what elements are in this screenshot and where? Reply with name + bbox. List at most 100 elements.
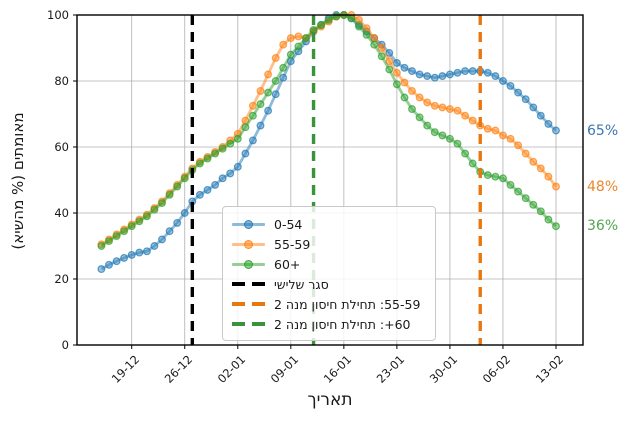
data-point: [536, 164, 545, 173]
data-point: [499, 77, 507, 85]
data-point: [120, 227, 129, 236]
data-point: [248, 101, 257, 110]
data-point: [317, 20, 326, 29]
data-point: [165, 227, 174, 236]
data-point: [514, 187, 523, 196]
data-point: [408, 105, 416, 114]
data-point: [483, 68, 492, 77]
y-tick-label: 80: [54, 74, 69, 88]
data-point: [461, 111, 470, 120]
data-point: [127, 222, 136, 231]
y-tick-label: 40: [54, 206, 69, 220]
legend-dashed-line-icon: [232, 279, 265, 289]
data-point: [158, 199, 166, 208]
data-point: [483, 124, 492, 133]
legend-label: סגר שלישי: [274, 276, 329, 292]
data-point: [468, 67, 477, 76]
data-point: [211, 149, 220, 158]
data-point: [135, 248, 144, 257]
legend-item-vline: 55-59: תחילת חיסון מנה 2: [232, 294, 426, 314]
data-point: [491, 72, 500, 81]
data-point: [483, 171, 492, 180]
data-point: [142, 247, 151, 256]
data-point: [461, 149, 470, 158]
data-point: [491, 126, 500, 135]
data-point: [400, 93, 409, 102]
data-point: [506, 81, 515, 90]
data-point: [142, 212, 151, 221]
data-point: [499, 174, 507, 183]
y-tick-label: 0: [61, 338, 69, 352]
legend-item-vline: 60+: תחילת חיסון מנה 2: [232, 314, 426, 334]
data-point: [279, 40, 288, 49]
data-point: [514, 141, 523, 150]
data-point: [529, 157, 538, 166]
data-point: [506, 134, 515, 143]
data-point: [226, 169, 235, 178]
data-point: [552, 222, 560, 231]
data-point: [415, 93, 424, 102]
data-point: [180, 209, 189, 217]
data-point: [536, 207, 545, 216]
data-point: [400, 63, 409, 72]
legend-marker-icon: [232, 239, 265, 249]
data-point: [294, 32, 303, 41]
data-point: [499, 131, 507, 140]
data-point: [173, 182, 182, 191]
data-point: [233, 162, 242, 171]
data-point: [218, 144, 227, 153]
data-point: [264, 88, 273, 97]
data-point: [203, 185, 212, 194]
data-point: [120, 253, 129, 262]
data-point: [271, 90, 280, 99]
data-point: [521, 95, 530, 104]
data-point: [544, 172, 553, 181]
data-point: [105, 260, 113, 269]
data-point: [514, 88, 523, 97]
data-point: [332, 12, 341, 21]
legend-dashed-line-icon: [232, 319, 265, 329]
data-point: [112, 257, 121, 266]
data-point: [271, 53, 280, 62]
data-point: [256, 86, 265, 95]
data-point: [423, 98, 432, 107]
data-point: [302, 34, 310, 43]
data-point: [112, 232, 121, 241]
data-point: [279, 73, 288, 82]
data-point: [286, 34, 295, 43]
data-point: [430, 101, 439, 110]
data-point: [158, 235, 166, 244]
data-point: [392, 68, 401, 77]
data-point: [150, 205, 159, 214]
data-point: [241, 149, 250, 158]
data-point: [438, 72, 447, 81]
data-point: [256, 121, 265, 130]
data-point: [241, 123, 250, 132]
data-point: [271, 77, 280, 85]
data-point: [552, 126, 560, 135]
legend-label: 55-59: תחילת חיסון מנה 2: [274, 296, 421, 312]
data-point: [521, 149, 530, 158]
y-axis-label: מאומתים (% מהשיא): [9, 112, 27, 250]
data-point: [392, 58, 401, 67]
data-point: [279, 63, 288, 72]
data-point: [453, 68, 462, 77]
data-point: [211, 180, 220, 189]
data-point: [385, 65, 394, 74]
data-point: [362, 30, 371, 39]
data-point: [408, 67, 416, 76]
data-point: [438, 131, 447, 140]
data-point: [105, 237, 113, 246]
series-end-value: 48%: [587, 178, 619, 195]
data-point: [423, 121, 432, 130]
legend-label: 60+: תחילת חיסון מנה 2: [274, 316, 411, 332]
data-point: [415, 113, 424, 122]
data-point: [430, 73, 439, 82]
data-point: [165, 190, 174, 199]
series-end-value: 36%: [587, 218, 619, 235]
data-point: [423, 72, 432, 81]
data-point: [445, 105, 454, 114]
data-point: [529, 200, 538, 209]
